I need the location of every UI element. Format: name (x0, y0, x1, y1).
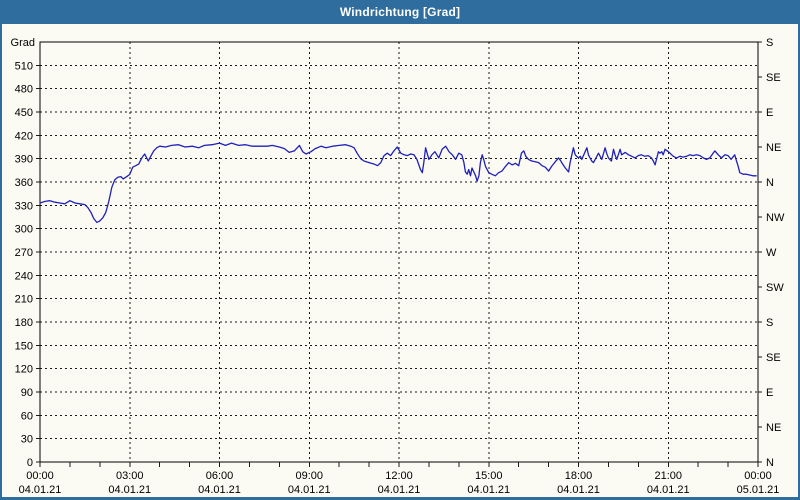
y-axis-tick-label: 180 (15, 317, 33, 329)
window-title-bar: Windrichtung [Grad] (2, 0, 798, 24)
y-axis-tick-label: 270 (15, 247, 33, 259)
y-axis-tick-label: 420 (15, 130, 33, 142)
x-axis-date-label: 04.01.21 (647, 484, 690, 496)
x-axis-time-label: 18:00 (565, 470, 593, 482)
x-axis-time-label: 09:00 (295, 470, 323, 482)
y-axis-tick-label: 120 (15, 364, 33, 376)
compass-tick-label: E (766, 387, 773, 399)
compass-tick-label: S (766, 37, 773, 49)
x-axis-time-label: 21:00 (654, 470, 682, 482)
y-axis-tick-label: 150 (15, 340, 33, 352)
compass-tick-label: NE (766, 142, 781, 154)
x-axis-date-label: 04.01.21 (467, 484, 510, 496)
y-axis-tick-label: 90 (21, 387, 33, 399)
compass-tick-label: E (766, 107, 773, 119)
y-axis-tick-label: 240 (15, 270, 33, 282)
y-axis-tick-label: 330 (15, 200, 33, 212)
x-axis-date-label: 04.01.21 (198, 484, 241, 496)
x-axis-time-label: 00:00 (26, 470, 54, 482)
y-axis-unit-label: Grad (11, 37, 35, 49)
compass-tick-label: N (766, 177, 774, 189)
x-axis-time-label: 00:00 (744, 470, 772, 482)
x-axis-time-label: 03:00 (116, 470, 144, 482)
x-axis-date-label: 04.01.21 (378, 484, 421, 496)
y-axis-tick-label: 300 (15, 224, 33, 236)
compass-tick-label: NE (766, 422, 781, 434)
compass-tick-label: SW (766, 282, 784, 294)
y-axis-tick-label: 60 (21, 410, 33, 422)
x-axis-time-label: 06:00 (206, 470, 234, 482)
y-axis-tick-label: 390 (15, 154, 33, 166)
x-axis-date-label: 04.01.21 (19, 484, 62, 496)
window-title: Windrichtung [Grad] (339, 5, 461, 19)
x-axis-date-label: 04.01.21 (288, 484, 331, 496)
compass-tick-label: SE (766, 72, 781, 84)
y-axis-tick-label: 210 (15, 294, 33, 306)
compass-tick-label: SE (766, 352, 781, 364)
y-axis-tick-label: 360 (15, 177, 33, 189)
x-axis-date-label: 04.01.21 (557, 484, 600, 496)
compass-tick-label: W (766, 247, 777, 259)
compass-tick-label: S (766, 317, 773, 329)
y-axis-tick-label: 0 (27, 457, 33, 469)
y-axis-tick-label: 480 (15, 84, 33, 96)
x-axis-date-label: 05.01.21 (737, 484, 780, 496)
compass-tick-label: NW (766, 212, 785, 224)
compass-tick-label: N (766, 457, 774, 469)
wind-direction-line (39, 142, 757, 224)
x-axis-date-label: 04.01.21 (108, 484, 151, 496)
y-axis-tick-label: 510 (15, 60, 33, 72)
y-axis-tick-label: 450 (15, 107, 33, 119)
x-axis-time-label: 15:00 (475, 470, 503, 482)
x-axis-time-label: 12:00 (385, 470, 413, 482)
y-axis-tick-label: 30 (21, 434, 33, 446)
